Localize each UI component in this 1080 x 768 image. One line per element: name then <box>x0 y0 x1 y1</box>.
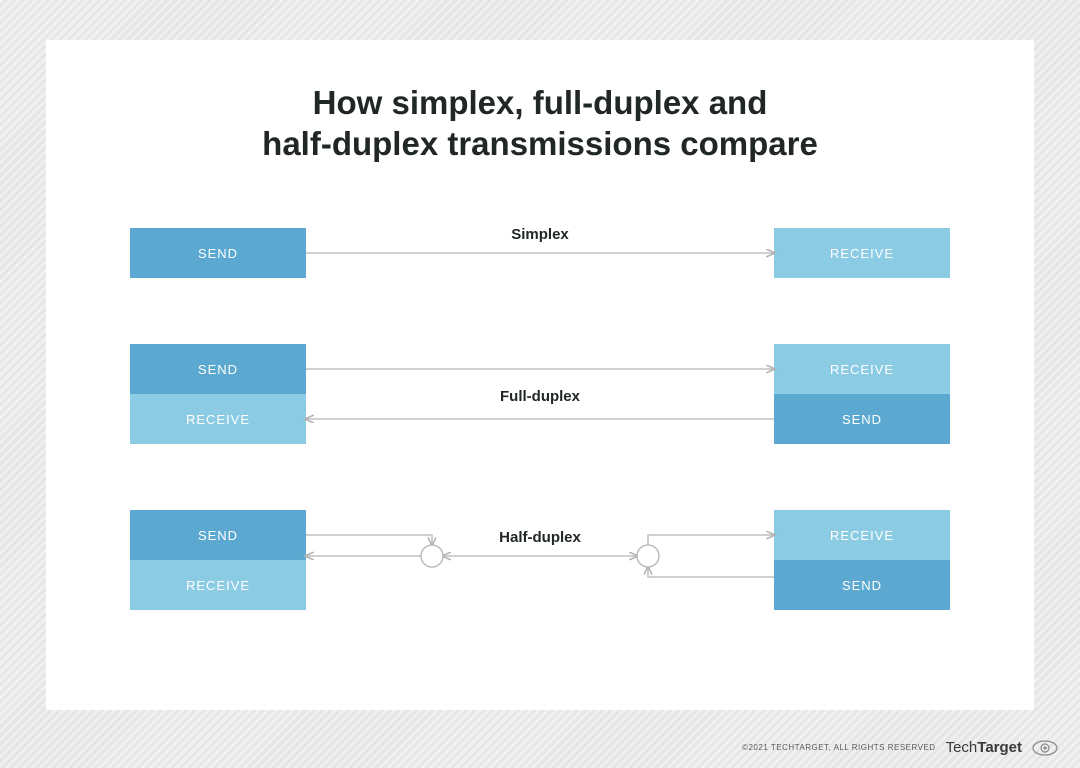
brand-part1: Tech <box>946 739 978 756</box>
diagram-title: How simplex, full-duplex and half-duplex… <box>240 82 840 165</box>
halfduplex-right-receive-node: RECEIVE <box>774 510 950 560</box>
simplex-send-node: SEND <box>130 228 306 278</box>
brand-logo: TechTarget <box>946 739 1022 756</box>
halfduplex-label: Half-duplex <box>490 529 590 546</box>
simplex-label: Simplex <box>490 226 590 243</box>
fullduplex-right-send-node: SEND <box>774 394 950 444</box>
title-line-2: half-duplex transmissions compare <box>262 125 818 162</box>
halfduplex-left-send-node: SEND <box>130 510 306 560</box>
fullduplex-left-send-node: SEND <box>130 344 306 394</box>
fullduplex-label: Full-duplex <box>490 388 590 405</box>
halfduplex-right-send-node: SEND <box>774 560 950 610</box>
title-line-1: How simplex, full-duplex and <box>313 84 768 121</box>
footer: ©2021 TECHTARGET, ALL RIGHTS RESERVED Te… <box>742 739 1058 756</box>
eye-icon <box>1032 740 1058 756</box>
copyright-text: ©2021 TECHTARGET, ALL RIGHTS RESERVED <box>742 743 936 752</box>
halfduplex-left-receive-node: RECEIVE <box>130 560 306 610</box>
fullduplex-left-receive-node: RECEIVE <box>130 394 306 444</box>
fullduplex-right-receive-node: RECEIVE <box>774 344 950 394</box>
brand-part2: Target <box>977 739 1022 756</box>
simplex-receive-node: RECEIVE <box>774 228 950 278</box>
